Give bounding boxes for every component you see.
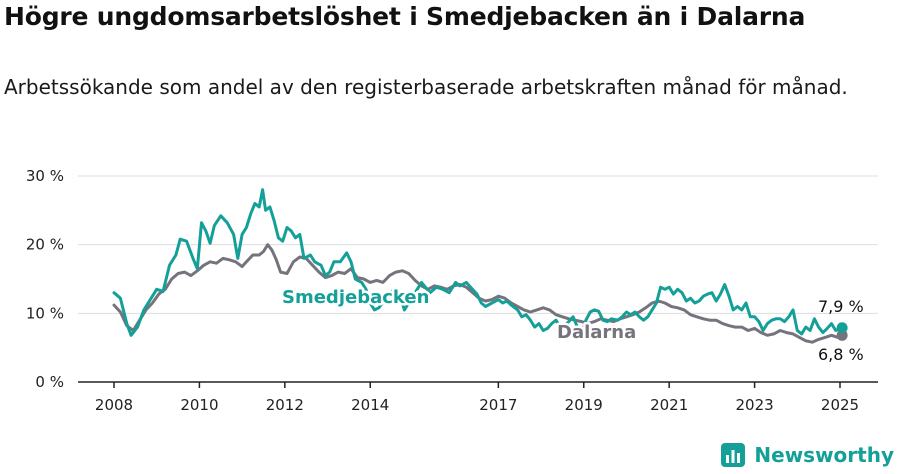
brand-name: Newsworthy	[754, 443, 894, 467]
series-line-smedjebacken	[112, 188, 844, 337]
series-end-dot-dalarna	[836, 329, 848, 341]
series-label-halo-smedjebacken: Smedjebacken	[282, 287, 429, 308]
x-tick-label-2019: 2019	[565, 396, 603, 414]
x-tick-label-2014: 2014	[351, 396, 389, 414]
series-labels: SmedjebackenSmedjebackenDalarnaDalarna7,…	[280, 285, 864, 365]
series-label-halo-dalarna: Dalarna	[557, 322, 636, 343]
series-group	[112, 188, 848, 344]
x-axis: 2008 2010 2012 2014 2017 2019 2021 2023 2025	[78, 381, 878, 414]
y-tick-label-10: 10 %	[26, 304, 64, 322]
newsworthy-logo-icon	[721, 443, 746, 467]
x-tick-label-2021: 2021	[650, 396, 688, 414]
x-tick-label-2008: 2008	[95, 396, 133, 414]
y-tick-label-0: 0 %	[35, 373, 64, 391]
series-label-dalarna: Dalarna	[557, 322, 636, 343]
chart-subtitle: Arbetssökande som andel av den registerb…	[4, 75, 848, 99]
series-label-smedjebacken: Smedjebacken	[282, 287, 429, 308]
x-tick-label-2017: 2017	[479, 396, 517, 414]
x-tick-label-2010: 2010	[180, 396, 218, 414]
series-end-dot-smedjebacken	[836, 322, 848, 334]
series-line-dalarna	[112, 243, 844, 344]
end-value-label-smedjebacken: 7,9 %	[818, 297, 864, 316]
y-tick-label-30: 30 %	[26, 167, 64, 185]
chart-title: Högre ungdomsarbetslöshet i Smedjebacken…	[4, 2, 806, 31]
y-axis: 0 % 10 % 20 % 30 %	[26, 167, 64, 391]
end-value-label-dalarna: 6,8 %	[818, 345, 864, 364]
x-tick-label-2012: 2012	[266, 396, 304, 414]
x-tick-label-2025: 2025	[821, 396, 859, 414]
brand-logo: Newsworthy	[720, 442, 894, 468]
grid-lines	[78, 175, 878, 314]
y-tick-label-20: 20 %	[26, 236, 64, 254]
x-tick-label-2023: 2023	[735, 396, 773, 414]
